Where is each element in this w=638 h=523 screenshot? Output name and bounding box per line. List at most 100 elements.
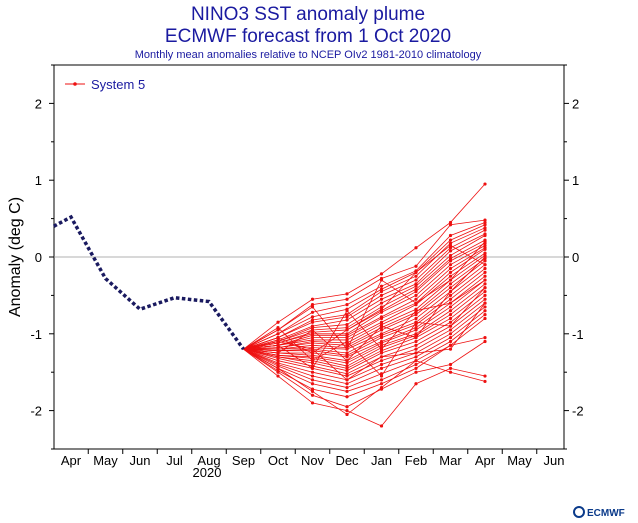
ensemble-point	[448, 366, 453, 370]
ensemble-point	[276, 359, 280, 363]
ensemble-point	[414, 301, 418, 305]
ensemble-point	[414, 366, 418, 370]
ensemble-point	[483, 289, 487, 294]
ensemble-point	[345, 355, 349, 359]
ensemble-point	[345, 313, 349, 317]
ensemble-point	[379, 293, 384, 297]
ensemble-point	[414, 297, 418, 301]
x-tick-label: May	[507, 453, 532, 468]
y-tick-label-left: -1	[30, 327, 42, 342]
ensemble-point	[276, 328, 280, 332]
ensemble-point	[345, 297, 349, 301]
ensemble-point	[448, 305, 453, 309]
ensemble-point	[483, 223, 487, 227]
ensemble-point	[310, 315, 315, 319]
ensemble-member-line	[243, 302, 486, 381]
ensemble-point	[345, 351, 349, 355]
ensemble-point	[483, 263, 487, 267]
ensemble-point	[379, 362, 384, 367]
ensemble-point	[448, 332, 453, 336]
x-tick-label: Nov	[301, 453, 325, 468]
ensemble-point	[379, 424, 384, 428]
ensemble-point	[448, 256, 453, 261]
ensemble-point	[483, 233, 487, 238]
ensemble-point	[276, 336, 280, 340]
ensemble-point	[310, 361, 315, 365]
y-tick-label-right: 0	[572, 250, 579, 265]
ensemble-point	[448, 278, 453, 282]
ensemble-point	[483, 297, 487, 301]
ensemble-point	[345, 361, 349, 365]
ensemble-point	[379, 320, 384, 324]
ensemble-point	[483, 336, 487, 340]
ensemble-point	[345, 347, 349, 351]
ensemble-point	[345, 389, 349, 393]
ensemble-point	[379, 374, 384, 378]
ensemble-point	[448, 274, 453, 278]
ensemble-member-line	[243, 245, 486, 350]
ensemble-point	[448, 309, 453, 313]
ensemble-point	[414, 284, 418, 288]
ensemble-point	[345, 339, 349, 344]
ensemble-point	[379, 305, 384, 309]
ensemble-point	[448, 316, 453, 321]
ensemble-point	[414, 370, 418, 374]
ensemble-point	[483, 293, 487, 297]
ensemble-point	[310, 333, 315, 337]
ensemble-point	[379, 378, 384, 382]
ecmwf-logo-icon	[573, 506, 585, 518]
ensemble-point	[310, 356, 315, 360]
y-tick-label-right: -2	[572, 404, 584, 419]
ensemble-point	[379, 289, 384, 294]
ensemble-point	[414, 274, 418, 278]
ensemble-point	[310, 389, 315, 393]
ensemble-point	[310, 336, 315, 340]
ensemble-point	[310, 326, 315, 330]
ensemble-point	[310, 328, 315, 332]
ensemble-member-line	[243, 306, 486, 381]
ensemble-point	[414, 293, 418, 297]
ensemble-point	[483, 247, 487, 251]
ensemble-point	[379, 316, 384, 321]
x-axis: Apr May Jun Jul Aug Sep Oct Nov Dec Jan Feb Mar Apr M…	[61, 449, 564, 468]
ensemble-point	[483, 226, 487, 230]
ensemble-point	[345, 318, 349, 322]
ensemble-member-line	[243, 298, 486, 375]
ensemble-point	[448, 313, 453, 317]
x-tick-label: Apr	[61, 453, 82, 468]
ensemble-point	[310, 318, 315, 322]
ensemble-point	[345, 372, 349, 376]
x-tick-label: Apr	[475, 453, 496, 468]
ensemble-point	[345, 336, 349, 340]
ensemble-member-line	[243, 341, 486, 408]
ensemble-point	[483, 240, 487, 244]
ensemble-point	[414, 282, 418, 286]
x-tick-label: Feb	[405, 453, 427, 468]
ensemble-point	[379, 278, 384, 282]
ensemble-point	[379, 385, 384, 390]
ensemble-point	[379, 333, 384, 337]
ensemble-point	[310, 359, 315, 363]
x-tick-label: Oct	[268, 453, 289, 468]
ensemble-member-line	[243, 272, 486, 356]
ensemble-point	[310, 305, 315, 309]
ensemble-point	[345, 369, 349, 373]
ensemble-point	[276, 351, 280, 355]
ensemble-point	[483, 218, 487, 222]
ensemble-member-line	[243, 222, 486, 350]
ensemble-point	[379, 272, 384, 276]
ensemble-member-line	[243, 337, 486, 398]
ensemble-point	[448, 263, 453, 267]
ensemble-point	[414, 264, 418, 268]
ensemble-point	[276, 364, 280, 368]
ensemble-point	[483, 270, 487, 274]
y-tick-label-left: -2	[30, 404, 42, 419]
ensemble-point	[483, 313, 487, 317]
ensemble-point	[448, 253, 453, 258]
ensemble-point	[379, 297, 384, 301]
ensemble-point	[448, 297, 453, 301]
ensemble-point	[483, 374, 487, 378]
ensemble-point	[379, 284, 384, 288]
ensemble-point	[448, 246, 453, 250]
ensemble-point	[310, 366, 315, 370]
